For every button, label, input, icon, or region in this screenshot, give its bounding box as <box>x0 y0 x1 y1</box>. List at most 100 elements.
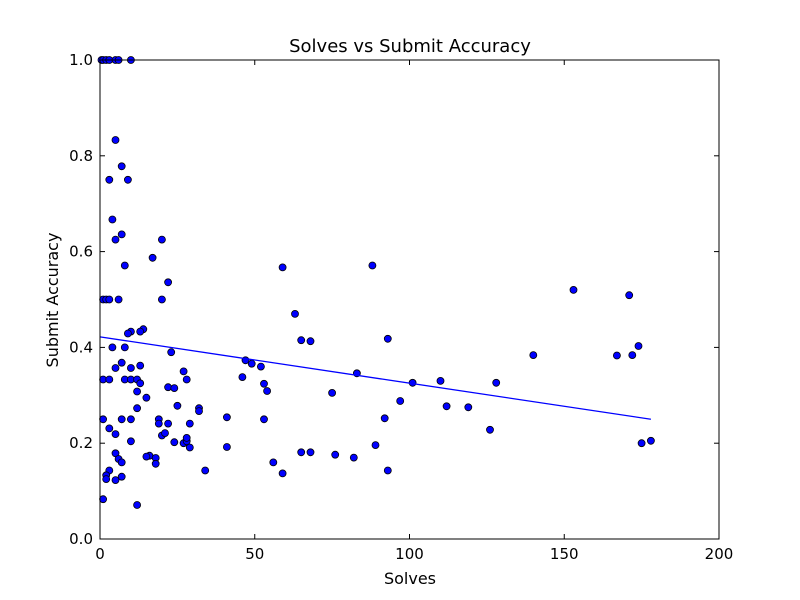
data-point <box>117 415 126 424</box>
data-point <box>170 384 179 393</box>
data-point <box>260 379 268 388</box>
data-point <box>154 419 163 428</box>
data-point <box>297 336 306 345</box>
data-point <box>464 403 473 412</box>
data-point <box>201 466 210 475</box>
data-point <box>136 379 145 388</box>
data-point <box>291 309 299 318</box>
data-point <box>105 295 114 304</box>
data-point <box>126 364 135 372</box>
data-point <box>613 351 621 360</box>
data-point <box>161 429 169 438</box>
data-point <box>486 425 494 434</box>
data-point <box>111 430 120 439</box>
data-point <box>157 235 166 244</box>
data-point <box>371 441 380 450</box>
data-point <box>238 373 247 382</box>
data-point <box>167 348 176 357</box>
data-point <box>114 295 123 304</box>
data-point <box>436 376 445 385</box>
data-point <box>142 452 151 461</box>
data-points <box>97 56 655 509</box>
x-tick-label: 200 <box>705 545 734 563</box>
data-point <box>185 443 194 452</box>
data-point <box>179 367 188 376</box>
data-point <box>108 343 117 352</box>
data-point <box>117 162 126 171</box>
data-point <box>136 327 145 336</box>
data-point <box>529 351 538 360</box>
data-point <box>120 261 129 270</box>
data-point <box>306 337 315 346</box>
data-point <box>164 278 173 287</box>
data-point <box>628 351 637 360</box>
data-point <box>170 438 179 447</box>
data-point <box>151 459 160 468</box>
data-point <box>126 437 135 446</box>
x-tick-label: 150 <box>550 545 579 563</box>
data-point <box>328 388 337 397</box>
data-point <box>133 501 142 509</box>
data-point <box>124 175 132 184</box>
data-point <box>108 215 117 224</box>
y-axis-label: Submit Accuracy <box>43 233 62 368</box>
data-point <box>383 334 392 343</box>
data-point <box>111 364 120 372</box>
data-point <box>442 402 451 411</box>
data-point <box>111 235 120 244</box>
y-tick-label: 0.4 <box>69 338 93 356</box>
data-point <box>634 342 643 350</box>
data-point <box>148 253 157 262</box>
data-point <box>269 458 278 467</box>
data-point <box>126 415 135 424</box>
chart-title: Solves vs Submit Accuracy <box>289 36 531 57</box>
data-point <box>368 261 377 270</box>
trendline-layer <box>99 336 652 420</box>
data-point <box>117 458 126 467</box>
data-point <box>247 359 256 368</box>
data-point <box>256 362 265 371</box>
data-point <box>569 285 578 294</box>
data-point <box>133 404 142 413</box>
data-point <box>625 291 634 300</box>
data-point <box>647 436 655 445</box>
data-point <box>173 401 182 410</box>
data-point <box>222 413 231 422</box>
data-point <box>157 295 166 304</box>
trendline <box>99 336 652 420</box>
data-point <box>111 136 120 144</box>
data-point <box>182 433 191 442</box>
data-point <box>331 450 340 459</box>
data-point <box>637 439 646 448</box>
data-point <box>142 393 151 402</box>
data-point <box>383 466 392 475</box>
x-tick-label: 50 <box>245 545 264 563</box>
data-point <box>99 415 107 424</box>
data-point <box>105 175 114 184</box>
data-point <box>136 361 145 370</box>
axis-ticks: 0 50 100 150 200 0.0 0.2 0.4 0.6 0.8 1.0 <box>69 51 733 563</box>
x-tick-label: 0 <box>95 545 105 563</box>
data-point <box>306 448 315 457</box>
data-point <box>117 230 126 239</box>
data-point <box>124 329 132 338</box>
data-point <box>105 375 114 384</box>
data-point <box>278 469 287 478</box>
data-point <box>99 495 107 504</box>
y-tick-label: 1.0 <box>69 51 93 69</box>
data-point <box>120 343 129 352</box>
y-tick-label: 0.2 <box>69 434 93 452</box>
data-point <box>102 475 111 484</box>
data-point <box>297 448 306 457</box>
data-point <box>195 407 203 416</box>
data-point <box>164 419 173 428</box>
y-tick-label: 0.8 <box>69 147 93 165</box>
data-point <box>380 414 389 423</box>
data-point <box>260 415 268 424</box>
y-tick-label: 0.0 <box>69 530 93 548</box>
data-point <box>185 419 194 428</box>
data-point <box>492 378 501 387</box>
data-point <box>105 424 114 433</box>
x-tick-label: 100 <box>395 545 424 563</box>
